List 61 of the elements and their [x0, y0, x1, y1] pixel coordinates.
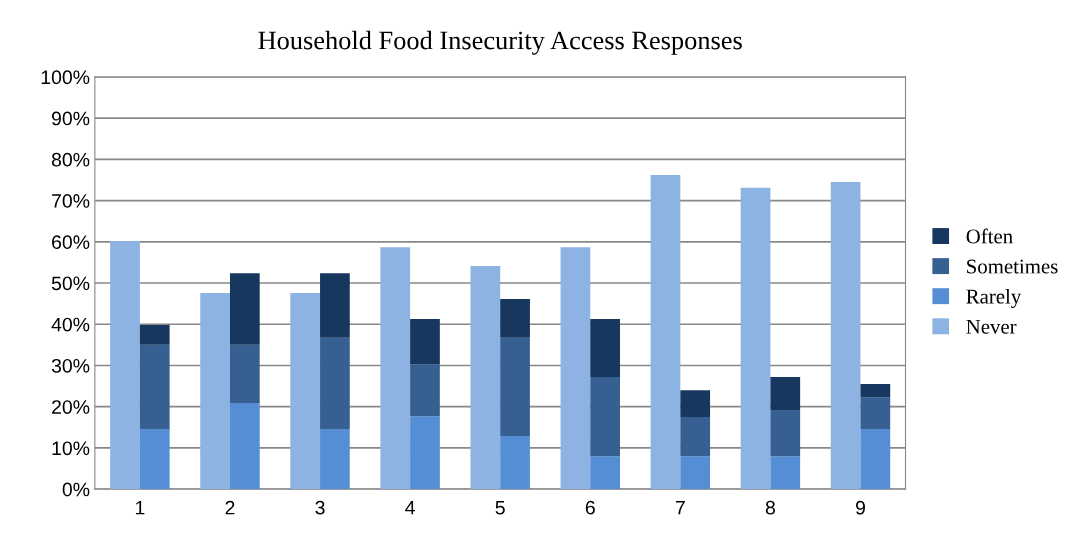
bar: [770, 456, 801, 490]
bar: [770, 377, 801, 410]
bar: [560, 247, 591, 490]
bar: [229, 402, 260, 490]
bar: [590, 377, 620, 457]
bar: [770, 409, 801, 457]
legend-label: Rarely: [966, 288, 1022, 308]
y-tick-label: 60%: [52, 235, 90, 250]
y-tick-label: 10%: [52, 441, 90, 456]
bar: [200, 292, 230, 490]
y-tick-label: 100%: [41, 70, 90, 85]
x-tick-label: 7: [675, 500, 685, 515]
y-tick-label: 20%: [52, 400, 90, 414]
bar: [830, 182, 861, 490]
bar: [229, 273, 260, 345]
bar: [650, 175, 681, 490]
x-tick-label: 3: [315, 500, 325, 515]
bar: [500, 299, 530, 338]
legend-label: Sometimes: [967, 259, 1058, 274]
bar: [380, 247, 411, 490]
y-tick-label: 40%: [51, 317, 90, 332]
bar: [860, 384, 891, 398]
bar: [139, 344, 170, 429]
x-tick-label: 5: [495, 500, 505, 515]
bar: [680, 417, 711, 457]
bar: [410, 318, 440, 365]
bar: [139, 428, 170, 490]
y-tick-label: 70%: [52, 194, 90, 208]
y-tick-label: 50%: [51, 276, 90, 291]
bar: [320, 337, 350, 429]
bar: [139, 325, 170, 345]
bar: [290, 292, 321, 490]
bar: [680, 390, 711, 417]
bar: [320, 428, 350, 490]
bar: [410, 416, 440, 490]
y-tick-label: 90%: [52, 111, 90, 126]
bar: [860, 397, 891, 429]
bar: [590, 318, 620, 378]
bar: [110, 240, 140, 490]
bar: [320, 273, 350, 338]
bar: [740, 187, 771, 490]
bar: [470, 266, 501, 490]
bar: [410, 364, 440, 417]
y-tick-label: 0%: [62, 482, 90, 497]
bar: [500, 337, 530, 436]
legend-label: Never: [966, 319, 1017, 334]
bar: [860, 428, 891, 490]
x-tick-label: 9: [855, 500, 865, 515]
legend-label: Often: [966, 228, 1013, 244]
x-tick-label: 1: [135, 500, 145, 515]
x-tick-label: 8: [765, 500, 775, 515]
y-tick-label: 80%: [51, 152, 90, 167]
x-tick-label: 2: [225, 500, 235, 515]
x-tick-label: 4: [405, 500, 415, 515]
bar: [229, 344, 260, 403]
chart-title: Household Food Insecurity Access Responses: [258, 30, 742, 55]
x-tick-label: 6: [585, 500, 595, 515]
bar: [500, 435, 530, 490]
bar: [680, 456, 711, 490]
bar: [590, 456, 620, 490]
y-tick-label: 30%: [51, 358, 90, 373]
